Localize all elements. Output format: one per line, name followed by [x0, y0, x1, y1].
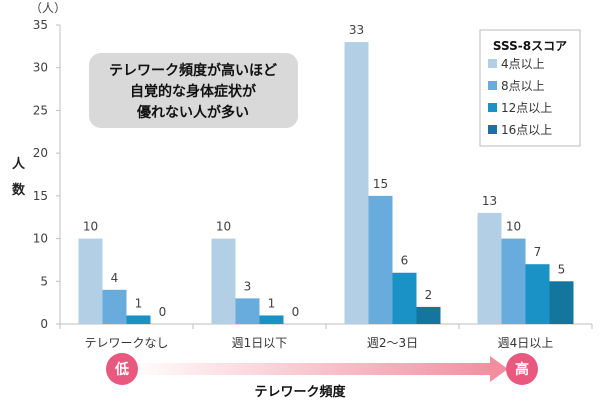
data-label: 6: [401, 254, 409, 268]
y-axis-label-1: 人: [12, 156, 26, 172]
y-tick-label: 0: [40, 317, 48, 331]
data-label: 0: [159, 305, 167, 319]
legend-label: 12点以上: [501, 101, 552, 115]
bar-4-4: [549, 281, 574, 324]
legend-swatch: [488, 125, 497, 134]
legend-label: 4点以上: [501, 57, 545, 71]
x-axis-label: テレワーク頻度: [254, 384, 346, 400]
data-label: 1: [135, 296, 143, 310]
data-label: 0: [292, 305, 300, 319]
y-unit-label: （人）: [30, 1, 66, 15]
category-label: 週4日以上: [498, 336, 554, 350]
y-tick-label: 20: [33, 146, 48, 160]
bar-3-1: [344, 42, 369, 324]
bar-1-1: [78, 238, 103, 324]
annotation-line-1: テレワーク頻度が高いほど: [109, 62, 277, 79]
data-label: 7: [534, 245, 542, 259]
y-tick-label: 15: [33, 189, 48, 203]
bar-3-2: [368, 195, 393, 324]
high-label: 高: [515, 361, 529, 378]
legend: SSS-8スコア 4点以上 8点以上 12点以上 16点以上: [479, 29, 581, 147]
frequency-arrow: [125, 356, 508, 382]
bar-2-3: [259, 315, 284, 324]
bar-4-2: [501, 238, 526, 324]
category-label: 週2～3日: [367, 336, 418, 350]
data-label: 13: [482, 194, 497, 208]
annotation-box: テレワーク頻度が高いほど 自覚的な身体症状が 優れない人が多い: [89, 53, 298, 128]
bar-3-3: [392, 272, 417, 324]
annotation-line-2: 自覚的な身体症状が: [130, 83, 257, 100]
data-label: 10: [216, 220, 231, 234]
high-marker: 高: [506, 353, 538, 385]
legend-swatch: [488, 103, 497, 112]
y-tick-label: 25: [33, 103, 48, 117]
y-axis-label-2: 数: [12, 182, 26, 198]
category-label: 週1日以下: [232, 336, 288, 350]
bar-4-3: [525, 264, 550, 324]
bar-4-1: [477, 212, 502, 324]
data-label: 5: [558, 262, 566, 276]
data-label: 10: [83, 220, 98, 234]
legend-title: SSS-8スコア: [493, 39, 567, 53]
y-tick-label: 30: [33, 61, 48, 75]
data-label: 4: [111, 271, 119, 285]
data-label: 3: [244, 279, 252, 293]
legend-label: 16点以上: [501, 123, 552, 137]
data-label: 1: [268, 296, 276, 310]
legend-swatch: [488, 81, 497, 90]
legend-label: 8点以上: [501, 79, 545, 93]
bar-1-2: [102, 289, 127, 324]
annotation-line-3: 優れない人が多い: [136, 104, 249, 121]
bar-2-1: [211, 238, 236, 324]
y-tick-label: 5: [40, 274, 48, 288]
data-label: 33: [349, 23, 364, 37]
bar-2-2: [235, 298, 260, 324]
y-tick-label: 10: [33, 232, 48, 246]
low-label: 低: [114, 361, 129, 378]
data-label: 15: [373, 177, 388, 191]
data-label: 10: [506, 220, 521, 234]
y-tick-label: 35: [33, 18, 48, 32]
bar-3-4: [416, 306, 441, 324]
legend-swatch: [488, 59, 497, 68]
data-label: 2: [425, 288, 433, 302]
bar-1-3: [126, 315, 151, 324]
category-label: テレワークなし: [84, 336, 168, 350]
low-marker: 低: [106, 353, 138, 385]
